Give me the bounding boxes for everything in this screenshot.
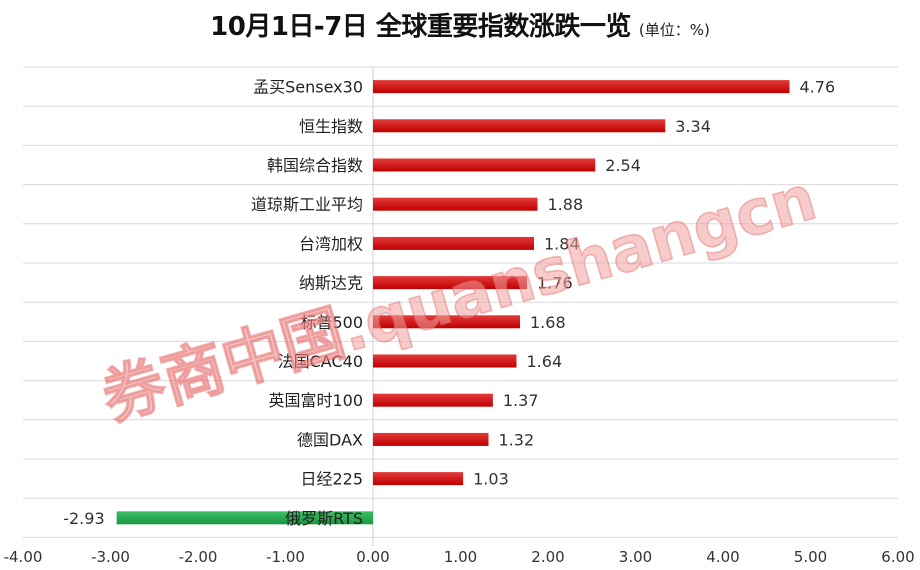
category-label: 日经225	[300, 470, 363, 489]
chart-unit-label: (单位：%)	[638, 21, 710, 39]
bar	[373, 432, 489, 446]
category-label: 韩国综合指数	[267, 156, 363, 175]
category-label: 纳斯达克	[299, 274, 363, 293]
value-label: 2.54	[605, 156, 641, 175]
category-label: 标普500	[300, 313, 363, 332]
x-tick-label: 0.00	[356, 548, 389, 566]
bar	[116, 511, 373, 525]
category-labels: 孟买Sensex30 恒生指数韩国综合指数道琼斯工业平均台湾加权纳斯达克标普500…	[251, 78, 363, 528]
bar	[373, 472, 464, 486]
category-label: 俄罗斯RTS	[285, 509, 363, 528]
x-axis-ticks: -4.00 -3.00 -2.00 -1.00 0.00 1.00 2.00 3.00 4.00…	[4, 548, 915, 566]
value-label: -2.93	[63, 509, 104, 528]
category-label: 孟买Sensex30	[253, 78, 363, 97]
x-tick-label: 6.00	[881, 548, 914, 566]
value-labels: 4.76 3.34 2.54 1.88 1.84 1.76 1.68 1.64 1.37 1.32…	[63, 78, 835, 528]
bar	[373, 119, 666, 133]
x-tick-label: 2.00	[531, 548, 564, 566]
value-label: 1.37	[503, 391, 539, 410]
x-tick-label: -3.00	[91, 548, 130, 566]
value-label: 1.76	[537, 274, 573, 293]
bar	[373, 354, 517, 368]
x-tick-label: 1.00	[444, 548, 477, 566]
x-tick-label: -2.00	[179, 548, 218, 566]
category-label: 英国富时100	[268, 391, 363, 410]
x-tick-label: -1.00	[266, 548, 305, 566]
category-label: 德国DAX	[297, 430, 363, 449]
category-label: 道琼斯工业平均	[251, 195, 363, 214]
value-label: 1.32	[499, 430, 535, 449]
x-tick-label: 3.00	[619, 548, 652, 566]
bars-group	[116, 80, 790, 525]
bar	[373, 276, 527, 290]
bar	[373, 236, 534, 250]
bar	[373, 393, 493, 407]
bar	[373, 197, 538, 211]
x-tick-label: 4.00	[706, 548, 739, 566]
value-label: 4.76	[800, 78, 836, 97]
bar	[373, 80, 790, 94]
bar	[373, 315, 520, 329]
value-label: 1.68	[530, 313, 566, 332]
value-label: 1.64	[527, 352, 563, 371]
chart-title-area: 10月1日-7日 全球重要指数涨跌一览 (单位：%)	[0, 6, 920, 43]
category-label: 恒生指数	[299, 117, 363, 136]
grid-lines	[23, 66, 898, 546]
value-label: 1.88	[548, 195, 584, 214]
bar	[373, 158, 596, 172]
value-label: 1.03	[473, 470, 509, 489]
value-label: 3.34	[675, 117, 711, 136]
value-label: 1.84	[544, 234, 580, 253]
x-tick-label: 5.00	[794, 548, 827, 566]
x-tick-label: -4.00	[4, 548, 43, 566]
category-label: 台湾加权	[299, 234, 363, 253]
chart-title: 10月1日-7日 全球重要指数涨跌一览	[210, 12, 631, 42]
category-label: 法国CAC40	[278, 352, 363, 371]
